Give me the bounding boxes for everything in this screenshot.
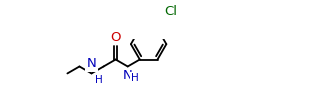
Text: N: N	[123, 69, 133, 82]
Text: N: N	[87, 57, 96, 70]
Text: H: H	[95, 75, 102, 85]
Text: O: O	[111, 31, 121, 44]
Text: H: H	[131, 73, 139, 83]
Text: Cl: Cl	[164, 5, 177, 18]
